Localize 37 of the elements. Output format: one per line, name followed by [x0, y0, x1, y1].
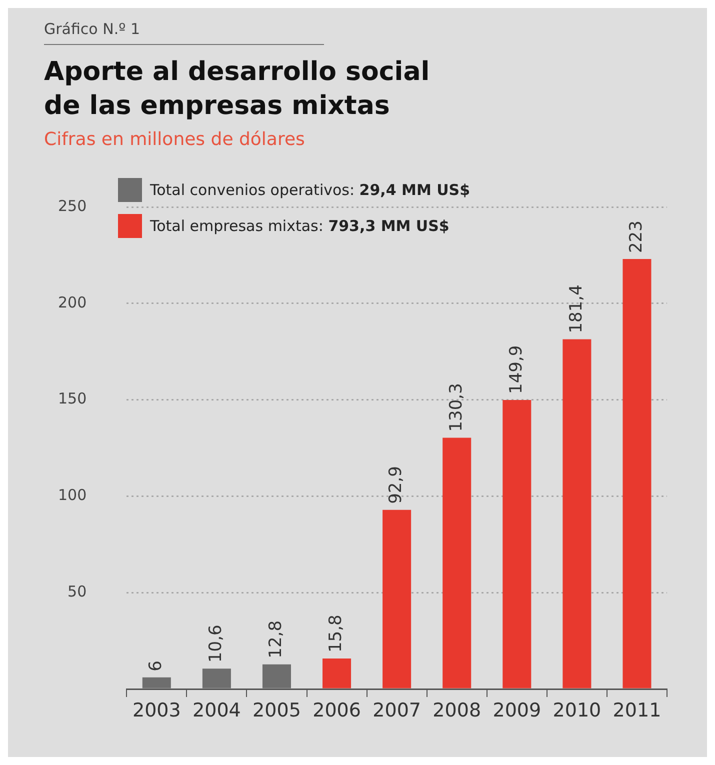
bar [502, 400, 532, 688]
bar [322, 658, 352, 688]
x-tick-label: 2005 [252, 699, 301, 722]
bar [202, 668, 231, 688]
data-label: 92,9 [386, 466, 406, 504]
bar [622, 259, 652, 688]
x-tick-label: 2009 [492, 699, 542, 722]
y-tick-label: 150 [58, 390, 87, 408]
data-label: 223 [626, 220, 646, 254]
data-label: 6 [146, 660, 166, 672]
y-tick-label: 200 [58, 293, 87, 312]
data-label: 15,8 [326, 614, 346, 653]
bar [382, 510, 412, 688]
y-tick-label: 100 [58, 486, 87, 504]
y-tick-label: 250 [58, 196, 87, 215]
data-label: 181,4 [566, 284, 586, 334]
x-tick-label: 2004 [192, 699, 241, 722]
text: Gráfico N.º 1 [44, 20, 324, 45]
bar [442, 438, 472, 688]
x-tick-label: 2003 [132, 699, 181, 722]
bar [262, 664, 291, 688]
data-label: 10,6 [206, 624, 226, 663]
x-tick-label: 2007 [372, 699, 421, 722]
x-tick-label: 2011 [612, 699, 662, 722]
chart-title: Aporte al desarrollo social de las empresas mixtas [44, 56, 431, 123]
legend-label: Total convenios operativos: 29,4 MM US$ [150, 181, 470, 199]
x-tick-label: 2010 [552, 699, 602, 722]
legend-label: Total empresas mixtas: 793,3 MM US$ [150, 217, 450, 235]
x-tick-label: 2006 [312, 699, 361, 722]
chart-subtitle: Cifras en millones de dólares [44, 129, 306, 150]
bar [562, 339, 592, 688]
y-tick-label: 50 [68, 582, 87, 600]
data-label: 12,8 [266, 620, 286, 658]
bar [142, 677, 171, 688]
x-tick-label: 2008 [432, 699, 482, 722]
data-label: 130,3 [446, 383, 466, 432]
data-label: 149,9 [506, 345, 526, 394]
